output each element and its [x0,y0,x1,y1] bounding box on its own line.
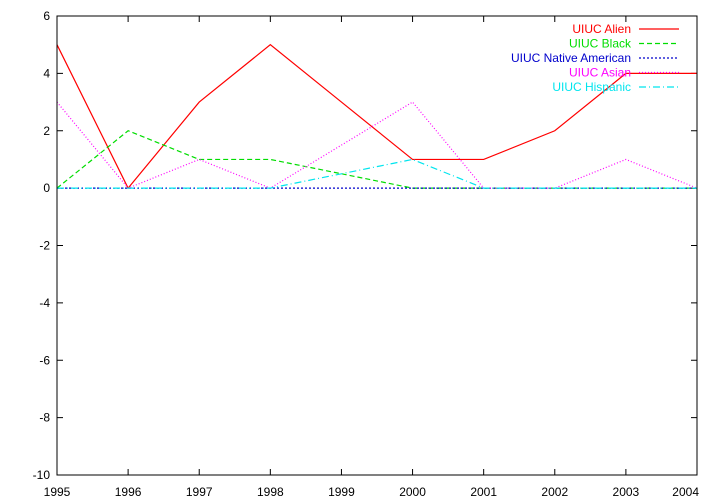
data-point [554,188,555,189]
y-tick-label: 0 [43,181,50,195]
series-line-uiuc-hispanic [57,158,697,189]
legend-label: UIUC Asian [569,66,631,80]
x-tick-label: 2001 [470,485,497,499]
data-point [341,188,342,189]
y-tick-label: 6 [43,9,50,23]
y-tick-label: -8 [39,411,50,425]
legend-label: UIUC Alien [572,22,631,36]
x-tick-label: 1997 [186,485,213,499]
data-point [554,130,555,131]
y-tick-label: 2 [43,124,50,138]
data-point [199,188,200,189]
series-lines [56,43,698,190]
data-point [625,188,626,189]
axes: -10 -8 -6 -4 -2 0 2 4 6 1995 1996 1997 1998 1999 2000 2… [33,9,700,499]
data-point [199,159,200,160]
x-tick-label: 1999 [328,485,355,499]
data-point [412,188,413,189]
x-tick-label: 2000 [399,485,426,499]
data-point [128,188,129,189]
x-tick-label: 1995 [44,485,71,499]
data-point [341,101,342,102]
data-point [270,188,271,189]
y-tick-label: -10 [33,468,51,482]
data-point [270,44,271,45]
data-point [341,144,342,145]
y-tick-label: 4 [43,66,50,80]
data-point [270,159,271,160]
y-tick-label: -6 [39,353,50,367]
x-tick-label: 1998 [257,485,284,499]
data-point [412,101,413,102]
data-point [483,188,484,189]
data-point [128,130,129,131]
data-point [341,173,342,174]
y-tick-label: -2 [39,239,50,253]
data-point [483,159,484,160]
legend-label: UIUC Black [569,37,632,51]
legend-label: UIUC Hispanic [552,80,631,94]
data-point [625,159,626,160]
data-point [199,101,200,102]
y-tick-label: -4 [39,296,50,310]
plot-frame [56,15,698,476]
data-point [412,159,413,160]
x-tick-label: 1996 [115,485,142,499]
legend-label: UIUC Native American [511,51,631,65]
x-tick-label: 2002 [541,485,568,499]
x-tick-label: 2004 [672,485,699,499]
x-tick-label: 2003 [613,485,640,499]
